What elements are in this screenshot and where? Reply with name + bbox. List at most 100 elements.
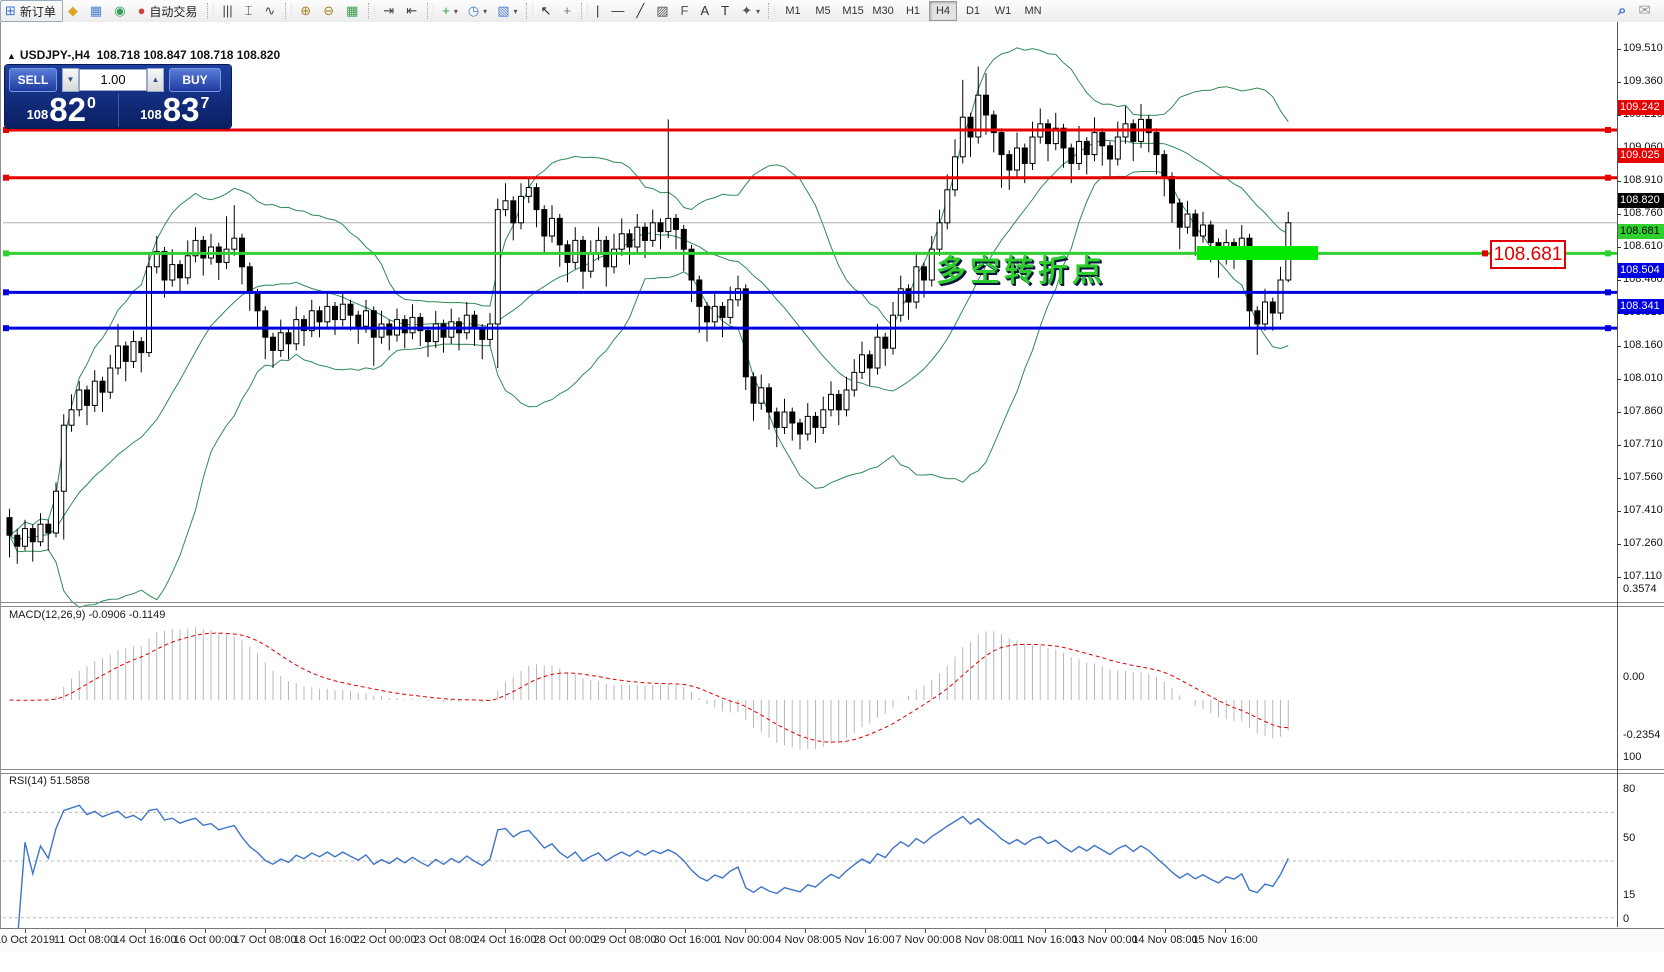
sell-button[interactable]: SELL <box>9 67 57 92</box>
time-tick-mark <box>85 929 86 933</box>
zoom-out-button[interactable]: ⊖ <box>318 0 341 22</box>
time-scale[interactable]: 10 Oct 2019 11 Oct 08:00 14 Oct 16:00 16 Oc… <box>0 928 1664 951</box>
macd-scale-label: -0.2354 <box>1623 728 1661 741</box>
macd-label: MACD(12,26,9) -0.0906 -0.1149 <box>9 609 166 621</box>
price-tick-mark <box>1617 412 1621 413</box>
tile-windows-button[interactable]: ▦ <box>341 0 365 22</box>
price-tick-mark <box>1617 214 1621 215</box>
symbol-ohlc: 108.718 108.847 108.718 108.820 <box>96 48 281 62</box>
bar-chart-button[interactable]: ||| <box>217 0 239 22</box>
text-button[interactable]: A <box>695 0 716 22</box>
horizontal-level-line[interactable] <box>3 289 1617 296</box>
rsi-label: RSI(14) 51.5858 <box>9 775 90 787</box>
price-tick-mark <box>1617 115 1621 116</box>
chat-button[interactable]: ✉ <box>1633 0 1658 22</box>
chat-icon: ✉ <box>1638 2 1651 19</box>
bid-price[interactable]: 108 82 0 <box>5 93 119 127</box>
new-order-button[interactable]: ⊞ 新订单 <box>0 0 63 22</box>
rsi-scale-label: 80 <box>1623 783 1636 796</box>
volume-input[interactable]: 1.00 <box>79 68 147 91</box>
search-button[interactable]: ⌕ <box>1613 0 1633 22</box>
time-tick-mark <box>805 929 806 933</box>
charts-window-button[interactable]: ▦ <box>85 0 109 22</box>
price-tick-label: 108.760 <box>1623 207 1663 219</box>
collapse-trade-panel-icon[interactable]: ▲ <box>7 51 16 61</box>
ask-price[interactable]: 108 83 7 <box>119 93 232 127</box>
equidistant-channel-icon: ▨ <box>656 3 669 18</box>
time-tick-label: 23 Oct 08:00 <box>413 934 477 946</box>
horizontal-line-button[interactable]: — <box>606 0 631 22</box>
price-tick-label: 107.260 <box>1623 537 1663 549</box>
trade-panel-controls: SELL ▼ 1.00 ▲ BUY <box>5 67 231 92</box>
price-tick-mark <box>1617 280 1621 281</box>
rsi-scale-label: 0 <box>1623 913 1630 925</box>
time-tick-label: 13 Nov 00:00 <box>1072 934 1138 946</box>
zoom-in-icon: ⊕ <box>300 3 312 18</box>
candlestick-chart-button[interactable]: ⌶ <box>240 0 260 22</box>
chart-text-annotation[interactable]: 多空转折点 <box>936 255 1106 288</box>
vertical-line-button[interactable]: | <box>591 0 606 22</box>
chevron-down-icon: ▾ <box>513 6 518 16</box>
price-tick-mark <box>1617 478 1621 479</box>
horizontal-level-line[interactable] <box>3 250 1617 257</box>
price-tick-label: 108.160 <box>1623 339 1663 351</box>
periods-button[interactable]: ◷ ▾ <box>463 0 492 22</box>
horizontal-line-icon: — <box>611 3 625 18</box>
symbol-name: USDJPY-,H4 <box>19 48 90 62</box>
text-label-button[interactable]: T <box>716 0 736 22</box>
trendline-button[interactable]: ╱ <box>631 0 651 22</box>
volume-increase-button[interactable]: ▲ <box>147 67 164 92</box>
time-tick-mark <box>1105 929 1106 933</box>
template-button[interactable]: ▧ ▾ <box>492 0 522 22</box>
ask-big-digits: 83 <box>162 91 200 128</box>
line-chart-button[interactable]: ∿ <box>259 0 282 22</box>
price-tick-mark <box>1617 511 1621 512</box>
price-tick-label: 109.360 <box>1623 75 1663 87</box>
timeframe-mn-button[interactable]: MN <box>1024 5 1042 17</box>
time-tick-mark <box>745 929 746 933</box>
one-click-trading-panel: SELL ▼ 1.00 ▲ BUY 108 82 0 108 83 7 <box>5 65 231 128</box>
chart-window[interactable]: ▲ USDJPY-,H4 108.718 108.847 108.718 108.… <box>0 22 1664 950</box>
chart-shift-icon: ⇤ <box>406 3 418 18</box>
chart-shift-button[interactable]: ⇤ <box>401 0 424 22</box>
timeframe-w1-button[interactable]: W1 <box>994 5 1012 17</box>
indicators-button[interactable]: + ▾ <box>437 0 463 22</box>
main-macd-splitter[interactable] <box>1 602 1664 603</box>
timeframe-m1-button[interactable]: M1 <box>785 5 801 17</box>
time-tick-mark <box>565 929 566 933</box>
macd-rsi-splitter[interactable] <box>1 769 1664 770</box>
time-tick-mark <box>25 929 26 933</box>
autotrading-label: 自动交易 <box>149 4 198 19</box>
time-tick-label: 14 Oct 16:00 <box>113 934 177 946</box>
zoom-out-icon: ⊖ <box>323 3 335 18</box>
auto-scroll-button[interactable]: ⇥ <box>378 0 401 22</box>
current-price-label: 108.820 <box>1618 193 1664 209</box>
highlight-rectangle[interactable] <box>1197 246 1318 260</box>
horizontal-level-line[interactable] <box>3 174 1617 181</box>
buy-button[interactable]: BUY <box>169 67 221 92</box>
price-level-box[interactable]: 108.681 <box>1490 240 1566 269</box>
zoom-in-button[interactable]: ⊕ <box>295 0 318 22</box>
equidistant-channel-button[interactable]: ▨ <box>651 0 675 22</box>
price-tick-mark <box>1617 247 1621 248</box>
time-tick-mark <box>385 929 386 933</box>
styles-button[interactable]: ◆ <box>63 0 85 22</box>
macd-scale-label: 0.3574 <box>1623 583 1657 596</box>
fibonacci-button[interactable]: F <box>676 0 696 22</box>
horizontal-level-line[interactable] <box>3 126 1617 133</box>
crosshair-button[interactable]: + <box>558 0 578 22</box>
arrows-button[interactable]: ✦ ▾ <box>736 0 765 22</box>
timeframe-h4-button[interactable]: H4 <box>929 1 958 21</box>
cursor-button[interactable]: ↖ <box>536 0 559 22</box>
horizontal-level-line[interactable] <box>3 325 1617 332</box>
timeframe-h1-button[interactable]: H1 <box>905 5 921 17</box>
line-handle[interactable] <box>1482 250 1488 257</box>
timeframe-m15-button[interactable]: M15 <box>842 5 864 17</box>
autotrading-button[interactable]: ● 自动交易 <box>133 0 205 22</box>
timeframe-m5-button[interactable]: M5 <box>815 5 831 17</box>
volume-decrease-button[interactable]: ▼ <box>62 67 79 92</box>
timeframe-m30-button[interactable]: M30 <box>872 5 894 17</box>
arrows-icon: ✦ <box>741 3 752 18</box>
timeframe-d1-button[interactable]: D1 <box>965 5 981 17</box>
market-signal-button[interactable]: ◉ <box>109 0 132 22</box>
